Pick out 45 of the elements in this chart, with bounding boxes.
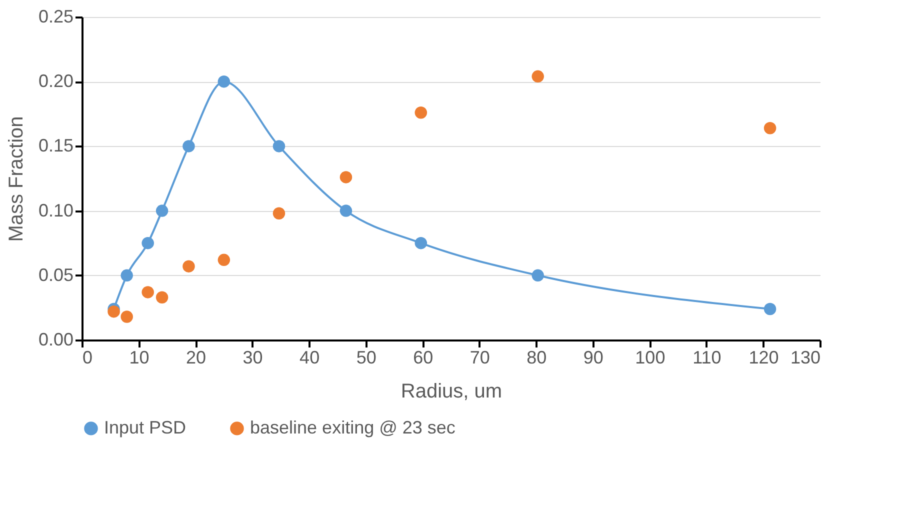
point: [156, 204, 168, 217]
x-tick-label: 130: [790, 348, 820, 368]
x-tick-label: 70: [470, 348, 490, 368]
x-tick-label: 110: [692, 348, 722, 368]
y-tick-label: 0.25: [38, 6, 74, 26]
point: [142, 286, 154, 298]
legend-label: Input PSD: [104, 417, 186, 438]
x-tick-label: 20: [186, 348, 206, 368]
point: [414, 236, 428, 250]
point: [340, 204, 352, 217]
point: [218, 254, 230, 266]
x-tick-label: 0: [82, 348, 93, 368]
point: [532, 269, 544, 282]
point: [272, 140, 286, 152]
x-tick-label: 60: [413, 348, 434, 368]
point: [272, 207, 286, 220]
point: [182, 140, 195, 152]
legend-label: baseline exiting @ 23 sec: [250, 417, 456, 438]
point: [182, 260, 195, 272]
x-tick-label: 120: [748, 348, 779, 368]
point: [120, 310, 133, 323]
point: [142, 236, 154, 250]
point: [414, 106, 428, 119]
x-tick-label: 40: [300, 348, 320, 368]
point: [218, 75, 230, 88]
y-axis-title: Mass Fraction: [5, 116, 28, 242]
point: [120, 269, 133, 282]
y-tick-label: 0.10: [38, 200, 74, 220]
point: [108, 305, 120, 318]
point: [156, 291, 168, 304]
x-tick-label: 50: [356, 348, 376, 368]
x-tick-label: 100: [635, 348, 666, 368]
y-tick-label: 0.05: [38, 264, 74, 285]
point: [532, 70, 544, 83]
y-tick-label: 0.15: [38, 136, 74, 156]
y-tick-label: 0.20: [38, 71, 74, 92]
y-tick-label: 0.00: [38, 330, 74, 350]
point: [764, 122, 776, 134]
x-tick-label: 80: [526, 348, 547, 368]
x-tick-label: 90: [583, 348, 604, 368]
point: [764, 302, 776, 316]
point: [340, 171, 352, 184]
x-tick-label: 30: [242, 348, 263, 368]
x-tick-label: 10: [129, 348, 150, 368]
x-axis-title: Radius, um: [400, 380, 502, 402]
